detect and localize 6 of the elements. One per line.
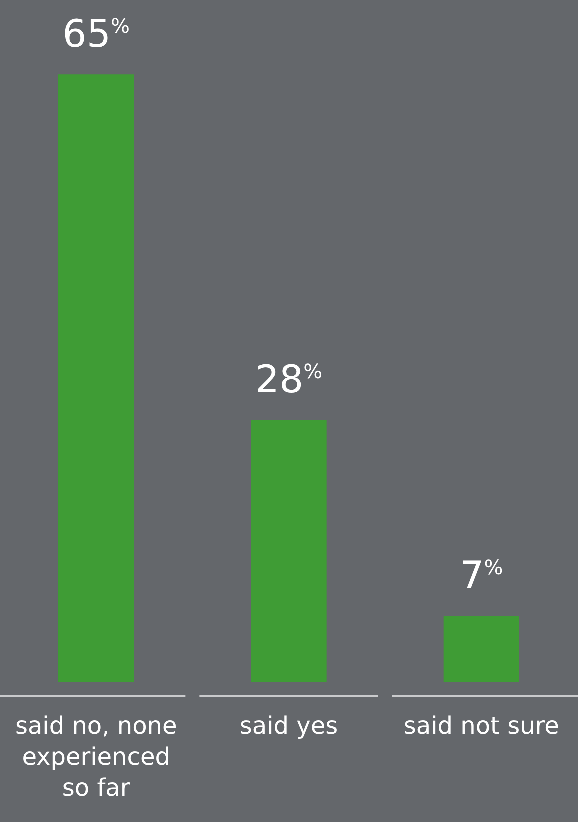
x-tick-label: said no, none experienced so far (15, 712, 178, 802)
data-label: 7% (460, 554, 504, 598)
x-tick-label: said yes (240, 712, 338, 740)
data-label: 65% (62, 12, 130, 56)
data-label: 28% (255, 358, 323, 402)
x-tick-label: said not sure (404, 712, 560, 740)
